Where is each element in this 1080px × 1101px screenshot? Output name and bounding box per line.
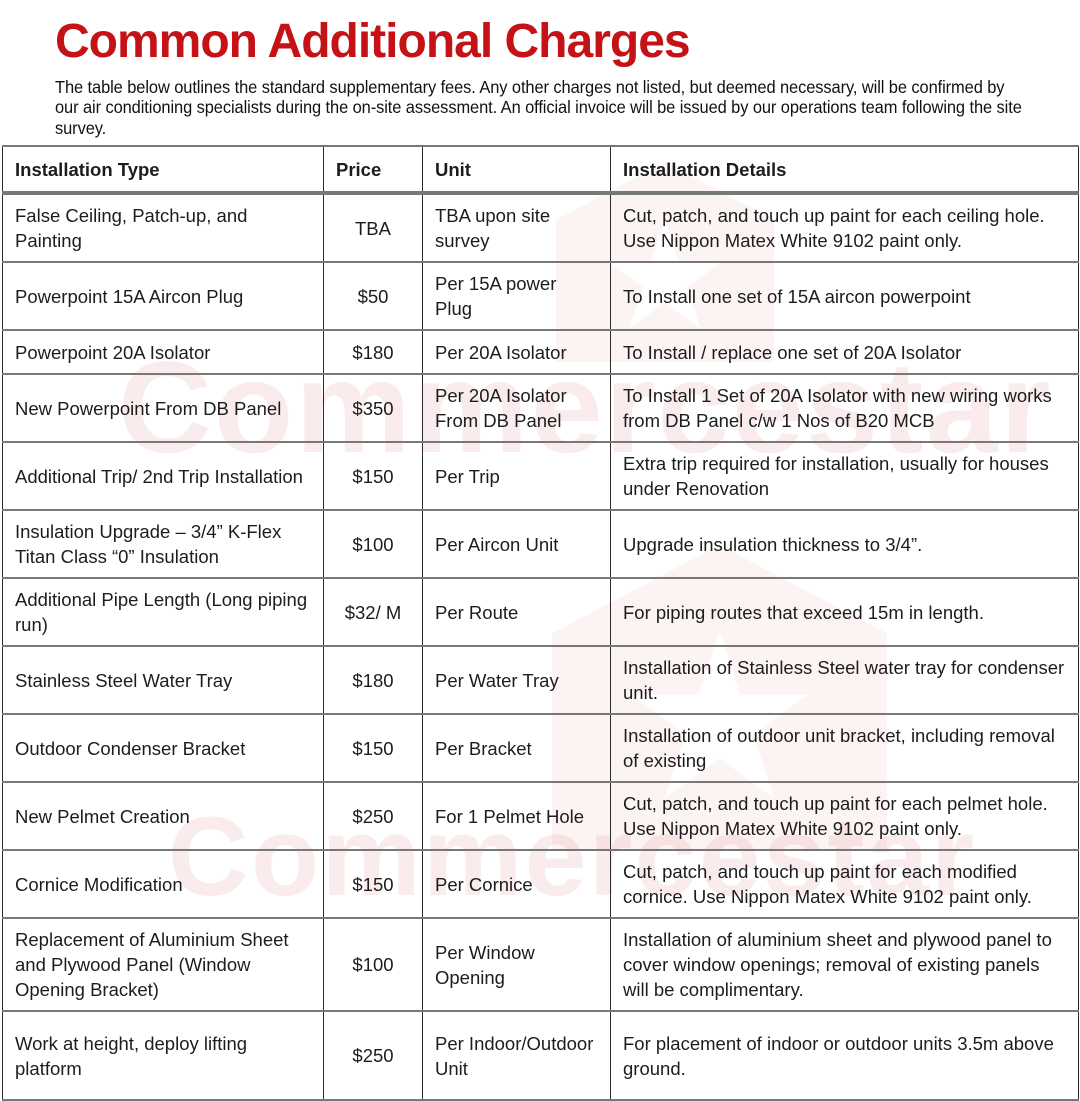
cell-unit: Per Cornice [422, 849, 611, 919]
table-row: Cornice Modification $150 Per Cornice Cu… [2, 849, 1079, 919]
cell-details: To Install / replace one set of 20A Isol… [610, 329, 1079, 375]
cell-installation-type: Powerpoint 20A Isolator [2, 329, 324, 375]
table-row: New Powerpoint From DB Panel $350 Per 20… [2, 373, 1079, 443]
cell-price: $180 [323, 329, 423, 375]
table-row: Outdoor Condenser Bracket $150 Per Brack… [2, 713, 1079, 783]
cell-installation-type: Powerpoint 15A Aircon Plug [2, 261, 324, 331]
cell-price: $150 [323, 441, 423, 511]
page-header: Common Additional Charges The table belo… [55, 14, 1045, 138]
cell-price: $150 [323, 713, 423, 783]
cell-installation-type: Outdoor Condenser Bracket [2, 713, 324, 783]
table-row: Work at height, deploy lifting platform … [2, 1010, 1079, 1101]
cell-price: $350 [323, 373, 423, 443]
cell-unit: Per 20A Isolator From DB Panel [422, 373, 611, 443]
cell-price: $250 [323, 781, 423, 851]
cell-price: TBA [323, 192, 423, 263]
cell-unit: Per Route [422, 577, 611, 647]
cell-installation-type: Insulation Upgrade – 3/4” K-Flex Titan C… [2, 509, 324, 579]
table-row: Insulation Upgrade – 3/4” K-Flex Titan C… [2, 509, 1079, 579]
cell-unit: Per Bracket [422, 713, 611, 783]
cell-details: Upgrade insulation thickness to 3/4”. [610, 509, 1079, 579]
cell-installation-type: False Ceiling, Patch-up, and Painting [2, 192, 324, 263]
cell-details: Cut, patch, and touch up paint for each … [610, 192, 1079, 263]
table-row: New Pelmet Creation $250 For 1 Pelmet Ho… [2, 781, 1079, 851]
cell-installation-type: Additional Pipe Length (Long piping run) [2, 577, 324, 647]
cell-unit: Per 15A power Plug [422, 261, 611, 331]
cell-installation-type: Cornice Modification [2, 849, 324, 919]
cell-details: Installation of aluminium sheet and plyw… [610, 917, 1079, 1012]
col-header-installation-details: Installation Details [610, 145, 1079, 195]
cell-installation-type: Work at height, deploy lifting platform [2, 1010, 324, 1101]
cell-unit: Per Window Opening [422, 917, 611, 1012]
charges-table: Installation Type Price Unit Installatio… [2, 145, 1079, 1101]
cell-unit: Per Water Tray [422, 645, 611, 715]
col-header-installation-type: Installation Type [2, 145, 324, 195]
page-title: Common Additional Charges [55, 15, 691, 68]
col-header-unit: Unit [422, 145, 611, 195]
table-row: False Ceiling, Patch-up, and Painting TB… [2, 192, 1079, 263]
col-header-price: Price [323, 145, 423, 195]
cell-price: $50 [323, 261, 423, 331]
cell-details: Cut, patch, and touch up paint for each … [610, 849, 1079, 919]
cell-unit: Per 20A Isolator [422, 329, 611, 375]
table-row: Additional Pipe Length (Long piping run)… [2, 577, 1079, 647]
cell-details: For placement of indoor or outdoor units… [610, 1010, 1079, 1101]
cell-details: To Install 1 Set of 20A Isolator with ne… [610, 373, 1079, 443]
cell-price: $32/ M [323, 577, 423, 647]
cell-unit: Per Indoor/Outdoor Unit [422, 1010, 611, 1101]
intro-paragraph: The table below outlines the standard su… [55, 77, 1022, 138]
cell-installation-type: Stainless Steel Water Tray [2, 645, 324, 715]
cell-installation-type: Replacement of Aluminium Sheet and Plywo… [2, 917, 324, 1012]
cell-price: $100 [323, 509, 423, 579]
cell-unit: For 1 Pelmet Hole [422, 781, 611, 851]
table-row: Stainless Steel Water Tray $180 Per Wate… [2, 645, 1079, 715]
cell-unit: Per Trip [422, 441, 611, 511]
cell-details: For piping routes that exceed 15m in len… [610, 577, 1079, 647]
table-row: Additional Trip/ 2nd Trip Installation $… [2, 441, 1079, 511]
table-row: Powerpoint 15A Aircon Plug $50 Per 15A p… [2, 261, 1079, 331]
cell-details: To Install one set of 15A aircon powerpo… [610, 261, 1079, 331]
cell-details: Extra trip required for installation, us… [610, 441, 1079, 511]
table-row: Replacement of Aluminium Sheet and Plywo… [2, 917, 1079, 1012]
cell-price: $180 [323, 645, 423, 715]
cell-price: $100 [323, 917, 423, 1012]
cell-unit: Per Aircon Unit [422, 509, 611, 579]
cell-price: $250 [323, 1010, 423, 1101]
cell-unit: TBA upon site survey [422, 192, 611, 263]
table-row: Powerpoint 20A Isolator $180 Per 20A Iso… [2, 329, 1079, 375]
table-header-row: Installation Type Price Unit Installatio… [2, 145, 1079, 195]
cell-installation-type: New Powerpoint From DB Panel [2, 373, 324, 443]
cell-details: Installation of Stainless Steel water tr… [610, 645, 1079, 715]
cell-price: $150 [323, 849, 423, 919]
cell-installation-type: Additional Trip/ 2nd Trip Installation [2, 441, 324, 511]
cell-installation-type: New Pelmet Creation [2, 781, 324, 851]
cell-details: Cut, patch, and touch up paint for each … [610, 781, 1079, 851]
cell-details: Installation of outdoor unit bracket, in… [610, 713, 1079, 783]
